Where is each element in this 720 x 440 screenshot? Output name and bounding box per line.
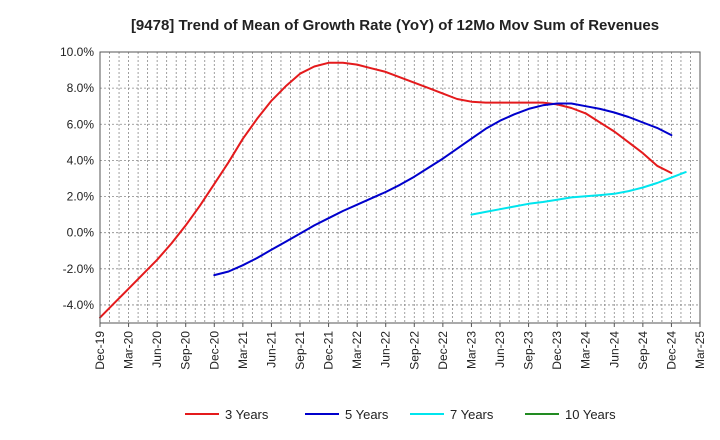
y-tick-label: 8.0% bbox=[67, 81, 95, 95]
y-tick-label: -2.0% bbox=[63, 262, 95, 276]
x-tick-label: Sep-23 bbox=[522, 331, 536, 370]
x-tick-label: Jun-22 bbox=[379, 331, 393, 368]
y-tick-label: 4.0% bbox=[67, 153, 95, 167]
plot-area bbox=[100, 52, 700, 323]
y-tick-label: 6.0% bbox=[67, 117, 95, 131]
legend-label: 7 Years bbox=[450, 407, 494, 422]
legend-label: 3 Years bbox=[225, 407, 269, 422]
x-tick-label: Dec-20 bbox=[207, 331, 221, 370]
y-tick-label: 0.0% bbox=[67, 226, 95, 240]
grid-lines bbox=[100, 51, 700, 323]
chart-title: [9478] Trend of Mean of Growth Rate (YoY… bbox=[131, 17, 659, 34]
legend-label: 10 Years bbox=[565, 407, 616, 422]
x-tick-label: Jun-20 bbox=[150, 331, 164, 368]
legend-label: 5 Years bbox=[345, 407, 389, 422]
series-line-7-years bbox=[470, 171, 687, 216]
x-tick-label: Dec-24 bbox=[664, 331, 678, 370]
x-tick-label: Mar-25 bbox=[693, 331, 707, 369]
series-line-3-years bbox=[99, 61, 673, 319]
x-tick-label: Mar-20 bbox=[122, 331, 136, 369]
x-tick-label: Mar-23 bbox=[464, 331, 478, 369]
legend: 3 Years 5 Years 7 Years 10 Years bbox=[185, 407, 616, 422]
y-tick-label: 2.0% bbox=[67, 190, 95, 204]
x-axis-ticks: Dec-19 Mar-20 Jun-20 Sep-20 Dec-20 Mar-21 Jun-… bbox=[93, 323, 707, 370]
x-tick-label: Dec-19 bbox=[93, 331, 107, 370]
y-tick-label: 10.0% bbox=[60, 45, 94, 59]
x-tick-label: Sep-20 bbox=[179, 331, 193, 370]
x-tick-label: Dec-23 bbox=[550, 331, 564, 370]
x-tick-label: Mar-21 bbox=[236, 331, 250, 369]
x-tick-label: Mar-24 bbox=[579, 331, 593, 369]
x-tick-label: Sep-22 bbox=[407, 331, 421, 370]
y-axis-ticks: -4.0% -2.0% 0.0% 2.0% 4.0% 6.0% 8.0% 10.0% bbox=[60, 45, 94, 312]
x-tick-label: Jun-23 bbox=[493, 331, 507, 368]
y-tick-label: -4.0% bbox=[63, 298, 95, 312]
x-tick-label: Mar-22 bbox=[350, 331, 364, 369]
x-tick-label: Sep-24 bbox=[636, 331, 650, 370]
x-tick-label: Dec-21 bbox=[322, 331, 336, 370]
plot-frame bbox=[99, 51, 701, 324]
series-line-5-years bbox=[213, 102, 673, 277]
series-lines bbox=[99, 61, 687, 319]
x-tick-label: Jun-24 bbox=[607, 331, 621, 368]
x-tick-label: Dec-22 bbox=[436, 331, 450, 370]
x-tick-label: Sep-21 bbox=[293, 331, 307, 370]
x-tick-label: Jun-21 bbox=[264, 331, 278, 368]
